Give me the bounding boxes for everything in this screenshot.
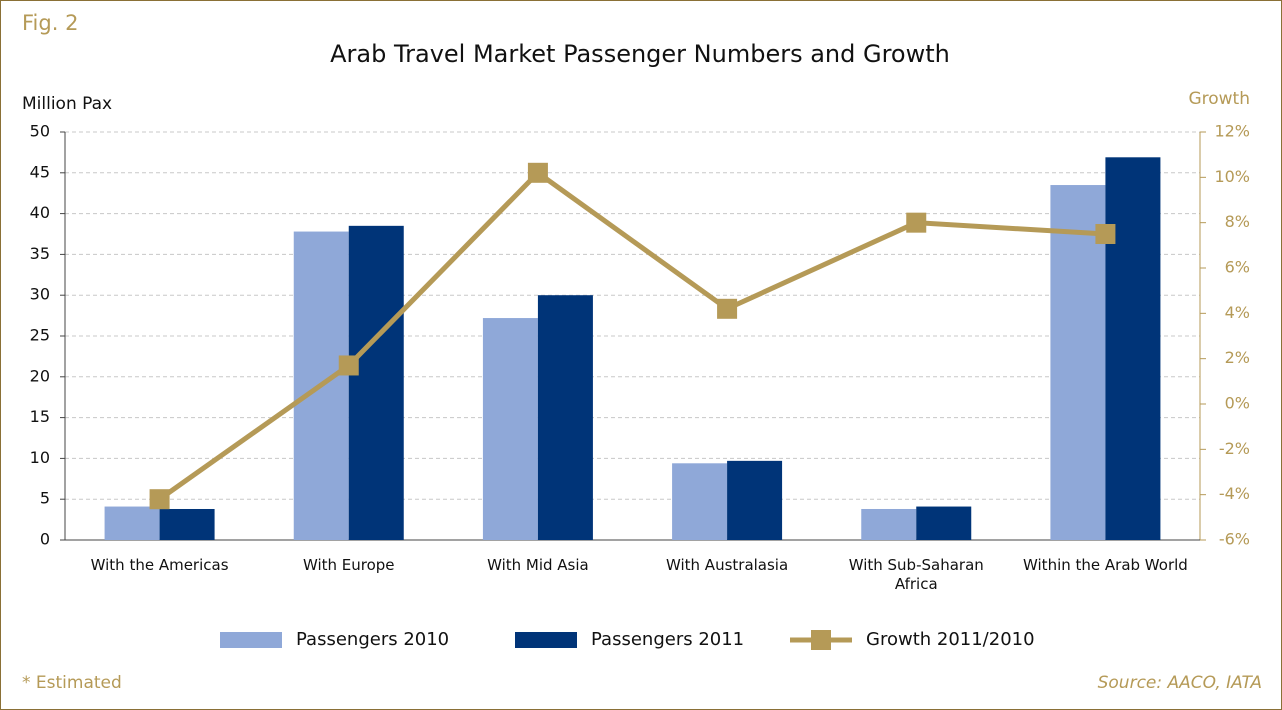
- x-tick-label: With Mid Asia: [487, 556, 589, 574]
- y2-tick-label: 8%: [1225, 212, 1250, 231]
- y2-axis-label: Growth: [1188, 89, 1250, 109]
- y-tick-label: 30: [30, 285, 50, 304]
- y-tick-label: 5: [40, 489, 50, 508]
- y2-tick-label: 4%: [1225, 303, 1250, 322]
- legend-label: Passengers 2010: [296, 629, 449, 650]
- y2-tick-label: -2%: [1219, 439, 1250, 458]
- y-tick-label: 15: [30, 407, 50, 426]
- x-tick-label: With Australasia: [665, 556, 789, 574]
- y2-tick-label: 6%: [1225, 258, 1250, 277]
- y-tick-label: 35: [30, 244, 50, 263]
- bar: [537, 295, 593, 540]
- legend-swatch: [515, 632, 577, 648]
- y2-tick-label: -4%: [1219, 484, 1250, 503]
- marker: [338, 355, 359, 376]
- legend-swatch: [811, 630, 831, 650]
- marker: [1095, 224, 1116, 244]
- bar: [482, 318, 538, 540]
- y-tick-label: 10: [30, 448, 50, 467]
- x-tick-label: Within the Arab World: [1023, 556, 1188, 574]
- marker: [906, 212, 927, 233]
- bar: [1050, 185, 1106, 541]
- bar: [727, 460, 783, 540]
- y-tick-label: 25: [30, 326, 50, 345]
- footnote: * Estimated: [22, 673, 122, 693]
- bar: [1105, 157, 1161, 540]
- bar: [348, 225, 404, 540]
- x-tick-label: With the Americas: [90, 556, 229, 574]
- bar: [159, 508, 215, 540]
- chart-title: Arab Travel Market Passenger Numbers and…: [330, 40, 950, 68]
- legend-label: Passengers 2011: [591, 629, 744, 650]
- line: [158, 169, 1106, 502]
- y-tick-label: 40: [30, 203, 50, 222]
- legend-label: Growth 2011/2010: [866, 629, 1035, 650]
- figure-label: Fig. 2: [22, 11, 78, 35]
- marker: [527, 162, 548, 183]
- bar: [916, 506, 972, 540]
- y2-tick-label: 10%: [1214, 167, 1250, 186]
- marker: [149, 489, 170, 510]
- bar: [672, 463, 728, 540]
- x-tick-label: With Sub-Saharan Africa: [848, 556, 984, 593]
- y2-tick-label: 0%: [1225, 394, 1250, 413]
- y-tick-label: 45: [30, 162, 50, 181]
- y2-tick-label: 2%: [1225, 348, 1250, 367]
- legend-swatch: [220, 632, 282, 648]
- y-tick-label: 0: [40, 530, 50, 549]
- y2-tick-label: -6%: [1219, 530, 1250, 549]
- y-tick-label: 20: [30, 366, 50, 385]
- x-tick-label: With Europe: [302, 556, 395, 574]
- bar: [104, 506, 160, 540]
- bar: [861, 508, 917, 540]
- y-axis-label: Million Pax: [22, 94, 112, 114]
- y2-tick-label: 12%: [1214, 122, 1250, 141]
- source: Source: AACO, IATA: [1098, 673, 1262, 693]
- marker: [717, 298, 738, 319]
- y-tick-label: 50: [30, 122, 50, 141]
